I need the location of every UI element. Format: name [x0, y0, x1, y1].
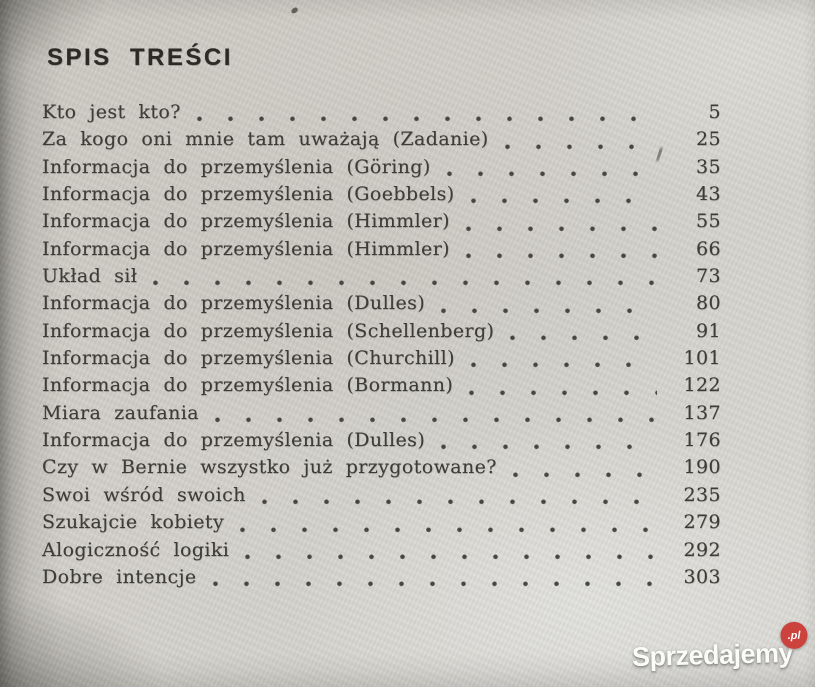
toc-entry-title: Miara zaufania [42, 401, 199, 424]
dot-leader [469, 389, 657, 396]
toc-entry: Szukajcie kobiety 279 [42, 511, 721, 538]
toc-entry-title: Informacja do przemyślenia (Göring) [42, 155, 431, 178]
watermark: Sprzedajemy .pl [631, 621, 808, 673]
ink-speck [290, 6, 299, 15]
toc-entry: Kto jest kto? 5 [42, 101, 721, 128]
toc-entry-title: Układ sił [42, 265, 138, 288]
toc-page-number: 35 [696, 155, 721, 178]
dot-leader [196, 116, 657, 123]
toc-entry: Informacja do przemyślenia (Goebbels) 43 [42, 183, 721, 210]
toc-entry-title: Informacja do przemyślenia (Bormann) [42, 374, 454, 397]
toc-entry-title: Informacja do przemyślenia (Schellenberg… [42, 319, 495, 342]
toc-entry-title: Informacja do przemyślenia (Dulles) [42, 292, 426, 315]
toc-page-number: 303 [683, 565, 721, 588]
dot-leader [466, 225, 657, 232]
toc-page-number: 73 [696, 265, 721, 288]
toc-entry: Informacja do przemyślenia (Dulles) 80 [42, 292, 721, 319]
toc-page-number: 176 [683, 429, 721, 452]
toc-page-number: 66 [696, 237, 721, 260]
toc-entry-title: Informacja do przemyślenia (Himmler) [42, 210, 450, 233]
toc-entry: Informacja do przemyślenia (Göring) 35 [42, 156, 721, 183]
toc-page-number: 190 [683, 456, 721, 479]
toc-page-number: 292 [683, 538, 721, 561]
toc-page-number: 279 [683, 511, 721, 534]
toc-entry: Informacja do przemyślenia (Dulles) 176 [42, 429, 721, 456]
toc-entry-title: Kto jest kto? [42, 101, 181, 123]
toc-entry-title: Informacja do przemyślenia (Goebbels) [42, 183, 455, 206]
toc-page-number: 5 [708, 101, 721, 123]
toc-page-number: 25 [696, 128, 721, 151]
watermark-pl-badge: .pl [780, 621, 808, 650]
toc-entry: Dobre intencje 303 [42, 566, 721, 593]
toc-entry-title: Za kogo oni mnie tam uważają (Zadanie) [42, 128, 489, 151]
toc-entry-title: Swoi wśród swoich [42, 483, 246, 506]
dot-leader [512, 471, 657, 478]
dot-leader [245, 553, 657, 560]
dot-leader [261, 499, 657, 506]
dot-leader [240, 526, 657, 533]
toc-entry-title: Alogiczność logiki [42, 538, 230, 561]
toc-entry: Miara zaufania 137 [42, 402, 721, 429]
toc-entry: Alogiczność logiki 292 [42, 539, 721, 566]
toc-page-number: 137 [683, 401, 721, 424]
toc-page-number: 122 [683, 374, 721, 397]
dot-leader [153, 280, 657, 287]
toc-page-number: 235 [683, 483, 721, 506]
toc-entry: Informacja do przemyślenia (Himmler) 55 [42, 210, 721, 237]
toc-entry-title: Dobre intencje [42, 565, 197, 588]
dot-leader [214, 417, 657, 424]
toc-page-number: 55 [696, 210, 721, 233]
dot-leader [466, 253, 657, 260]
toc-title: SPIS TREŚCI [47, 44, 233, 71]
toc-entry: Czy w Bernie wszystko już przygotowane? … [42, 456, 721, 483]
toc-entry-title: Szukajcie kobiety [42, 511, 225, 534]
toc-entry-title: Czy w Bernie wszystko już przygotowane? [42, 456, 497, 479]
dot-leader [510, 335, 657, 342]
toc-page-number: 43 [696, 183, 721, 206]
table-of-contents: Kto jest kto? 5 Za kogo oni mnie tam uwa… [42, 101, 721, 593]
toc-page-number: 80 [696, 292, 721, 315]
dot-leader [441, 444, 657, 451]
dot-leader [470, 198, 657, 205]
dot-leader [441, 307, 657, 314]
watermark-brand: Sprzedajemy [631, 637, 794, 673]
toc-entry: Za kogo oni mnie tam uważają (Zadanie) 2… [42, 128, 721, 155]
toc-entry-title: Informacja do przemyślenia (Dulles) [42, 429, 426, 452]
toc-entry-title: Informacja do przemyślenia (Himmler) [42, 237, 450, 260]
toc-entry-title: Informacja do przemyślenia (Churchill) [42, 347, 455, 370]
dot-leader [470, 362, 657, 369]
toc-page-number: 91 [696, 319, 721, 342]
dot-leader [504, 143, 657, 150]
dot-leader [212, 581, 657, 588]
toc-entry: Swoi wśród swoich 235 [42, 484, 721, 511]
toc-entry: Informacja do przemyślenia (Bormann) 122 [42, 374, 721, 401]
toc-entry: Informacja do przemyślenia (Himmler) 66 [42, 238, 721, 265]
toc-entry: Informacja do przemyślenia (Schellenberg… [42, 320, 721, 347]
toc-entry: Informacja do przemyślenia (Churchill) 1… [42, 347, 721, 374]
dot-leader [446, 171, 657, 178]
toc-page-number: 101 [683, 347, 721, 370]
toc-entry: Układ sił 73 [42, 265, 721, 292]
